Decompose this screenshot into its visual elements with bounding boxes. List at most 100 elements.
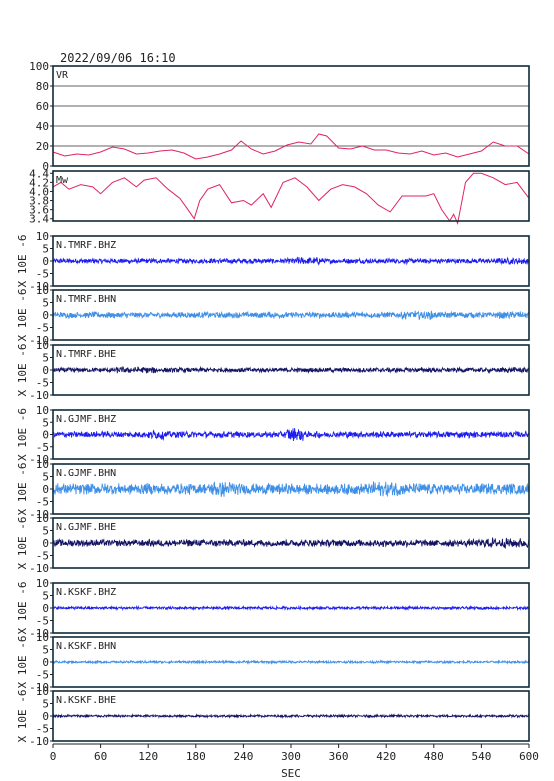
figure-title: 2022/09/06 16:10 [60, 51, 176, 65]
y-tick-label: -10 [29, 280, 49, 293]
y-tick-label: -5 [36, 496, 49, 509]
panel-label: N.KSKF.BHE [56, 695, 116, 706]
y-axis-label: X 10E -6 [16, 408, 29, 461]
panel-label: N.TMRF.BHE [56, 349, 116, 360]
panel-label: VR [56, 70, 69, 81]
y-tick-label: 10 [36, 631, 49, 644]
y-tick-label: 5 [42, 590, 49, 603]
y-tick-label: 5 [42, 471, 49, 484]
x-tick-label: 540 [471, 750, 491, 763]
y-axis-label: X 10E -6 [16, 289, 29, 342]
x-axis-label: SEC [281, 767, 301, 780]
y-tick-label: 0 [42, 602, 49, 615]
x-tick-label: 60 [94, 750, 107, 763]
waveform [52, 365, 530, 374]
waveform [52, 536, 530, 550]
panels: 020406080100VR3.43.63.84.04.24.4Mw-10-50… [16, 60, 539, 763]
y-tick-label: -5 [36, 723, 49, 736]
panel-label: N.GJMF.BHZ [56, 414, 116, 425]
y-tick-label: 4.0 [29, 185, 49, 198]
x-tick-label: 240 [233, 750, 253, 763]
y-tick-label: 3.6 [29, 204, 49, 217]
y-tick-label: 0 [42, 537, 49, 550]
x-tick-label: 420 [376, 750, 396, 763]
y-axis-label: X 10E -6 [16, 690, 29, 743]
y-tick-label: 5 [42, 297, 49, 310]
panel-label: N.GJMF.BHN [56, 468, 116, 479]
y-tick-label: -10 [29, 453, 49, 466]
waveform [52, 481, 530, 497]
panel-vr: 0 20 40 60 80 100 VR [29, 60, 530, 173]
y-tick-label: 10 [36, 339, 49, 352]
y-tick-label: 5 [42, 352, 49, 365]
y-axis-label: X 10E -6 [16, 463, 29, 516]
y-tick-label: -10 [29, 627, 49, 640]
y-tick-label: 0 [42, 309, 49, 322]
y-tick-label: 60 [36, 100, 49, 113]
x-tick-label: 180 [186, 750, 206, 763]
y-tick-label: 0 [42, 255, 49, 268]
y-tick-label: 5 [42, 644, 49, 657]
y-tick-label: 0 [42, 429, 49, 442]
y-tick-label: 4.2 [29, 176, 49, 189]
panel-label: N.KSKF.BHZ [56, 587, 116, 598]
trend-line [52, 133, 530, 160]
y-tick-label: -5 [36, 268, 49, 281]
x-tick-label: 360 [329, 750, 349, 763]
y-tick-label: 0 [42, 710, 49, 723]
y-tick-label: 40 [36, 120, 49, 133]
y-axis-label: X 10E -6 [16, 235, 29, 288]
y-tick-label: -5 [36, 322, 49, 335]
y-tick-label: 3.8 [29, 195, 49, 208]
waveform [52, 256, 530, 266]
trend-line [52, 172, 530, 225]
y-tick-label: 5 [42, 525, 49, 538]
panel-label: N.KSKF.BHN [56, 641, 116, 652]
x-tick-label: 480 [424, 750, 444, 763]
y-tick-label: 10 [36, 512, 49, 525]
y-axis-label: X 10E -6 [16, 517, 29, 570]
y-tick-label: 80 [36, 80, 49, 93]
y-tick-label: -10 [29, 681, 49, 694]
x-tick-label: 300 [281, 750, 301, 763]
y-tick-label: 10 [36, 404, 49, 417]
y-axis-label: X 10E -6 [16, 636, 29, 689]
waveform [52, 713, 530, 719]
y-axis-label: X 10E -6 [16, 344, 29, 397]
panel-frame [52, 170, 530, 222]
y-tick-label: 5 [42, 698, 49, 711]
y-tick-label: 20 [36, 140, 49, 153]
panel-label: N.TMRF.BHZ [56, 240, 116, 251]
x-axis: 0 60 120 180 240 300 360 420 480 540 600 [50, 743, 539, 763]
x-tick-label: 0 [50, 750, 57, 763]
waveform [52, 659, 530, 665]
y-tick-label: -10 [29, 389, 49, 402]
y-tick-label: 0 [42, 160, 49, 173]
y-tick-label: 10 [36, 230, 49, 243]
y-tick-label: -5 [36, 615, 49, 628]
panel-label: Mw [56, 175, 69, 186]
y-tick-label: 10 [36, 685, 49, 698]
y-tick-label: 0 [42, 483, 49, 496]
panel-mw: 3.43.63.84.04.24.4 Mw [29, 167, 530, 226]
y-tick-label: -5 [36, 441, 49, 454]
y-tick-label: 10 [36, 284, 49, 297]
waveform [52, 310, 530, 320]
y-tick-label: -10 [29, 508, 49, 521]
waveform [52, 428, 530, 442]
y-tick-label: 0 [42, 364, 49, 377]
y-axis-label: X 10E -6 [16, 582, 29, 635]
y-tick-label: 100 [29, 60, 49, 73]
y-tick-label: 10 [36, 458, 49, 471]
y-tick-label: 5 [42, 416, 49, 429]
